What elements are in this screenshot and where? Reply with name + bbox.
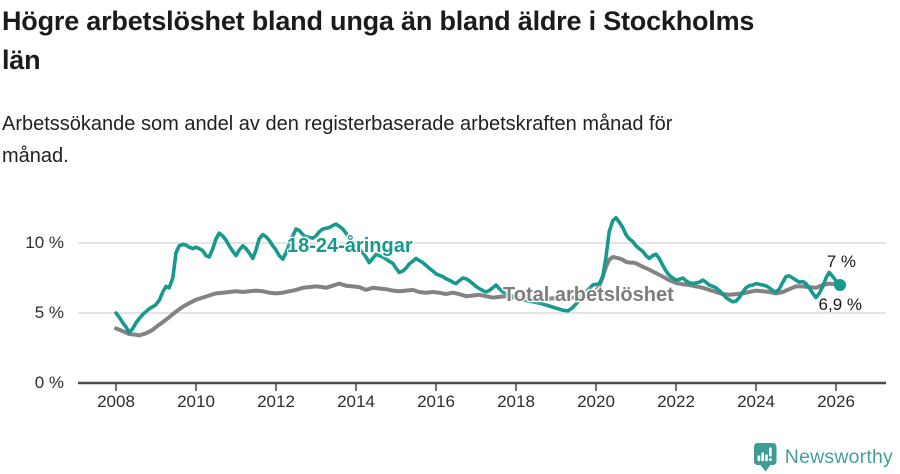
- page-title: Högre arbetslöshet bland unga än bland ä…: [2, 2, 892, 80]
- x-axis-tick-label: 2010: [177, 392, 215, 411]
- x-axis-tick-label: 2018: [497, 392, 535, 411]
- x-axis-tick-label: 2008: [97, 392, 135, 411]
- series-label-total-arbetsloshet: Total arbetslöshet: [503, 284, 674, 306]
- x-axis-tick-label: 2016: [417, 392, 455, 411]
- chart-subtitle-line2: månad.: [2, 145, 69, 167]
- x-axis-tick-label: 2026: [817, 392, 855, 411]
- x-axis-tick-label: 2024: [737, 392, 775, 411]
- y-axis-tick-label: 5 %: [34, 303, 64, 322]
- page-title-line2: län: [2, 45, 41, 75]
- y-axis-tick-label: 0 %: [34, 373, 64, 392]
- x-axis-tick-label: 2020: [577, 392, 615, 411]
- end-value-label-18-24: 7 %: [826, 252, 856, 271]
- chart-subtitle-line1: Arbetssökande som andel av den registerb…: [2, 113, 673, 135]
- x-axis-tick-label: 2022: [657, 392, 695, 411]
- page-title-line1: Högre arbetslöshet bland unga än bland ä…: [2, 6, 755, 36]
- series-label-18-24-aringar: 18-24-åringar: [287, 235, 413, 257]
- end-value-label-total: 6,9 %: [818, 295, 862, 314]
- newsworthy-logo-text: Newsworthy: [784, 446, 893, 468]
- chart-subtitle: Arbetssökande som andel av den registerb…: [2, 108, 892, 172]
- x-axis-tick-label: 2012: [257, 392, 295, 411]
- newsworthy-logo[interactable]: Newsworthy: [753, 443, 893, 472]
- x-axis-tick-label: 2014: [337, 392, 375, 411]
- newsworthy-logo-icon: [753, 443, 777, 472]
- y-axis-tick-label: 10 %: [25, 233, 64, 252]
